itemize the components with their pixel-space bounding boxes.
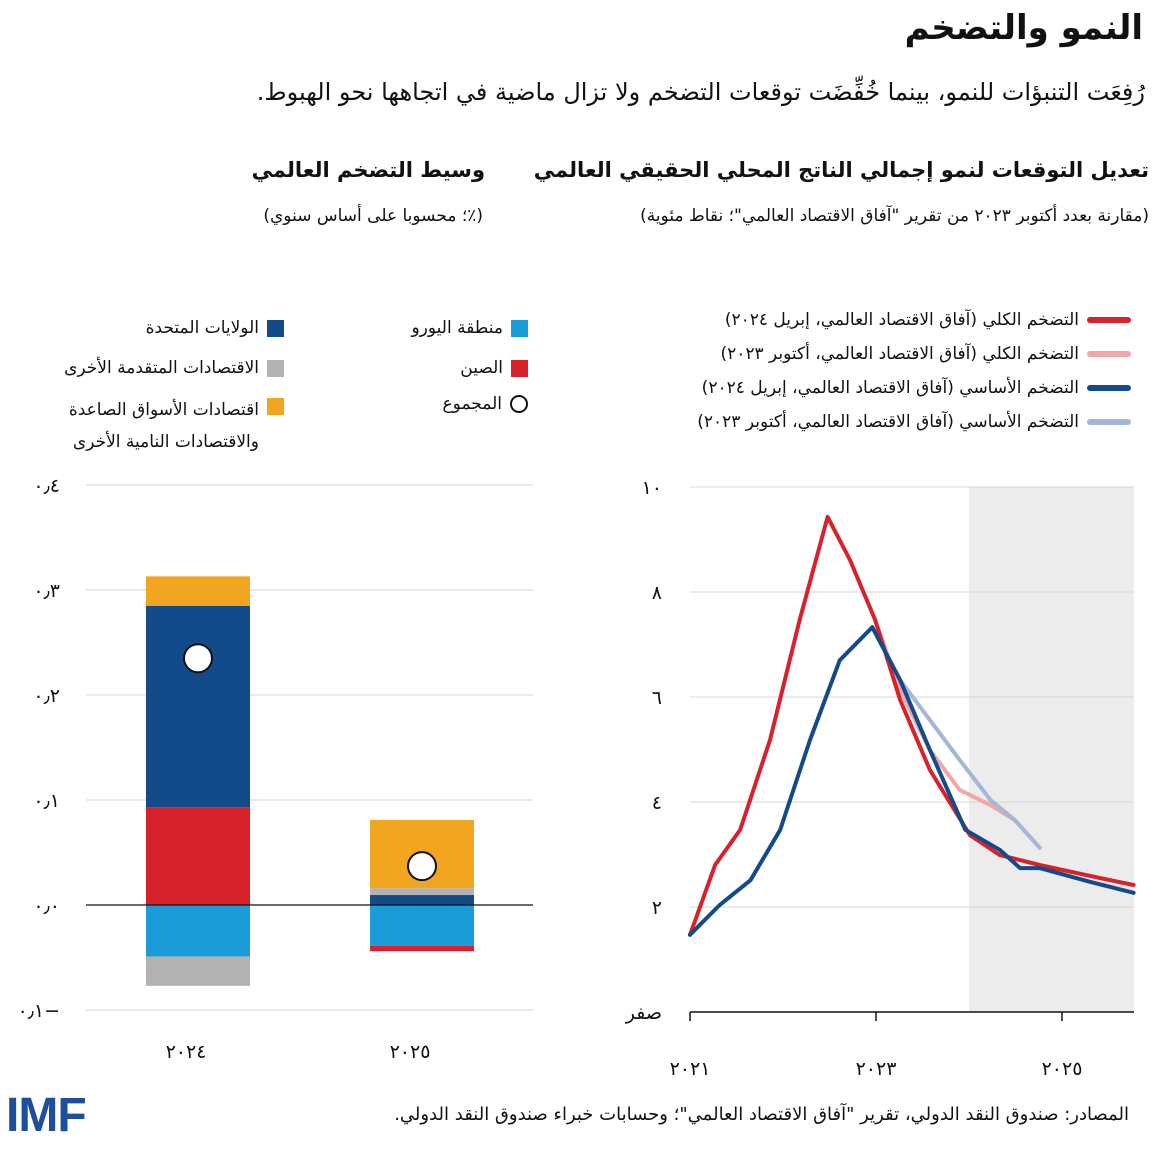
bar-segment [146,905,250,957]
x-tick-label: ٢٠٢٤ [166,1041,207,1063]
y-tick-label: ٠٫١− [17,1000,60,1022]
bar-segment [370,905,474,946]
y-tick-label: ١٠ [642,477,662,499]
sources-note: المصادر: صندوق النقد الدولي، تقرير "آفاق… [394,1104,1129,1125]
bar-segment [146,956,250,986]
line-chart-subtitle: (مقارنة بعدد أكتوبر ٢٠٢٣ من تقرير "آفاق … [640,206,1149,226]
legend-label: الصين [460,358,503,378]
legend-swatch [1087,317,1131,323]
total-marker [407,851,437,882]
y-tick-label: ٠٫١ [33,790,60,812]
y-tick-label: ٦ [652,687,662,709]
legend-label: الاقتصادات المتقدمة الأخرى [64,358,259,378]
legend-core-oct23: التضخم الأساسي (آفاق الاقتصاد العالمي، أ… [697,412,1131,432]
line-chart-title: تعديل التوقعات لنمو إجمالي الناتج المحلي… [533,158,1149,182]
bar-segment [146,605,250,808]
legend-headline-oct23: التضخم الكلي (آفاق الاقتصاد العالمي، أكت… [720,344,1131,364]
bar-chart-title: وسيط التضخم العالمي [251,158,485,182]
x-tick-label: ٢٠٢١ [670,1058,711,1080]
imf-logo: IMF [6,1089,87,1142]
x-tick-label: ٢٠٢٣ [856,1058,897,1080]
line-series [688,625,1136,937]
y-tick-label: ٢ [652,897,662,919]
legend-swatch [1087,419,1131,425]
bar-segment [370,888,474,896]
y-tick-label: ٠٫٢ [33,685,60,707]
legend-swatch [267,359,284,377]
legend-swatch [1087,385,1131,391]
y-tick-label: ٨ [652,582,662,604]
legend-label: التضخم الكلي (آفاق الاقتصاد العالمي، إبر… [724,310,1079,330]
forecast-shade [969,487,1134,1012]
legend-emde: اقتصادات الأسواق الصاعدة والاقتصادات النا… [69,394,284,458]
legend-label: والاقتصادات النامية الأخرى [72,432,259,452]
legend-label: منطقة اليورو [411,318,503,338]
legend-eurozone: منطقة اليورو [411,318,528,338]
legend-label: الولايات المتحدة [145,318,259,338]
legend-swatch [511,319,528,337]
total-marker [183,643,213,674]
legend-china: الصين [460,358,528,378]
y-tick-label: ٠٫٤ [33,475,60,497]
line-series [688,514,1136,937]
page-title: النمو والتضخم [904,8,1143,48]
y-tick-label: ٠٫٣ [33,580,60,602]
bar-chart-subtitle: (٪؛ محسوبا على أساس سنوي) [263,206,483,226]
legend-swatch [267,319,284,337]
bar-segment [370,895,474,905]
bar-segment [146,576,250,606]
bar-segment [370,945,474,952]
legend-headline-apr24: التضخم الكلي (آفاق الاقتصاد العالمي، إبر… [725,310,1131,330]
legend-label: التضخم الأساسي (آفاق الاقتصاد العالمي، أ… [697,412,1079,432]
y-tick-label: صفر [625,1002,662,1024]
legend-swatch [1087,351,1131,357]
y-tick-label: ٠٫٠ [33,895,60,917]
legend-us: الولايات المتحدة [146,318,284,338]
legend-label: المجموع [442,394,502,414]
page-subtitle: رُفِعَت التنبؤات للنمو، بينما خُفِّضَت ت… [256,78,1145,106]
legend-swatch [267,398,284,415]
y-tick-label: ٤ [652,792,662,814]
x-tick-label: ٢٠٢٥ [390,1041,431,1063]
legend-total: المجموع [443,394,528,414]
legend-label: اقتصادات الأسواق الصاعدة [68,400,259,420]
x-tick-label: ٢٠٢٥ [1042,1058,1083,1080]
legend-other-adv: الاقتصادات المتقدمة الأخرى [64,358,284,378]
legend-circle-icon [510,395,528,413]
legend-label: التضخم الأساسي (آفاق الاقتصاد العالمي، إ… [701,378,1079,398]
legend-label: التضخم الكلي (آفاق الاقتصاد العالمي، أكت… [720,344,1079,364]
bar-segment [146,807,250,905]
legend-swatch [511,359,528,377]
legend-core-apr24: التضخم الأساسي (آفاق الاقتصاد العالمي، إ… [702,378,1131,398]
